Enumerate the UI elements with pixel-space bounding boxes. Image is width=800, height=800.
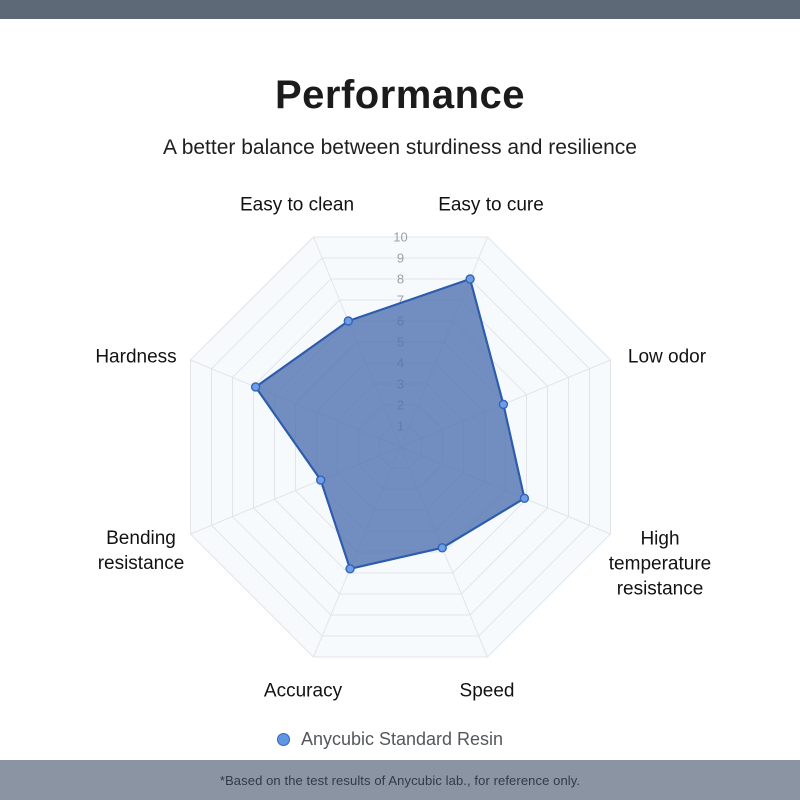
legend-label: Anycubic Standard Resin xyxy=(300,729,504,749)
radar-axis-label: Accuracy xyxy=(263,680,343,702)
legend-marker-icon xyxy=(276,733,290,746)
radar-data-point xyxy=(316,475,326,485)
radar-data-point xyxy=(437,543,447,553)
radar-tick-label: 7 xyxy=(397,293,404,308)
radar-data-point xyxy=(498,399,509,410)
radar-data-point xyxy=(345,564,355,574)
page-subtitle: A better balance between sturdiness and … xyxy=(163,136,637,159)
radar-axis-label: Low odor xyxy=(627,346,707,368)
radar-axis-label: Easy to clean xyxy=(239,194,355,216)
radar-axis-label: Speed xyxy=(459,680,515,702)
radar-tick-label: 9 xyxy=(397,251,404,266)
top-bar xyxy=(0,0,800,19)
page-title: Performance xyxy=(274,73,526,117)
radar-axis-label: Hardness xyxy=(95,346,177,368)
radar-data-point xyxy=(250,382,261,392)
radar-data-point xyxy=(519,493,530,504)
bottom-bar: *Based on the test results of Anycubic l… xyxy=(0,760,800,800)
legend: Anycubic Standard Resin xyxy=(0,729,790,750)
radar-axis-label: Easy to cure xyxy=(438,194,544,216)
radar-axis-label: High temperature resistance xyxy=(608,528,712,600)
radar-data-point xyxy=(465,274,475,284)
footnote-text: *Based on the test results of Anycubic l… xyxy=(219,772,581,788)
radar-tick-label: 8 xyxy=(397,272,404,287)
radar-data-point xyxy=(343,316,354,326)
radar-axis-label: Bending resistance xyxy=(97,527,185,574)
radar-tick-label: 10 xyxy=(393,230,407,245)
